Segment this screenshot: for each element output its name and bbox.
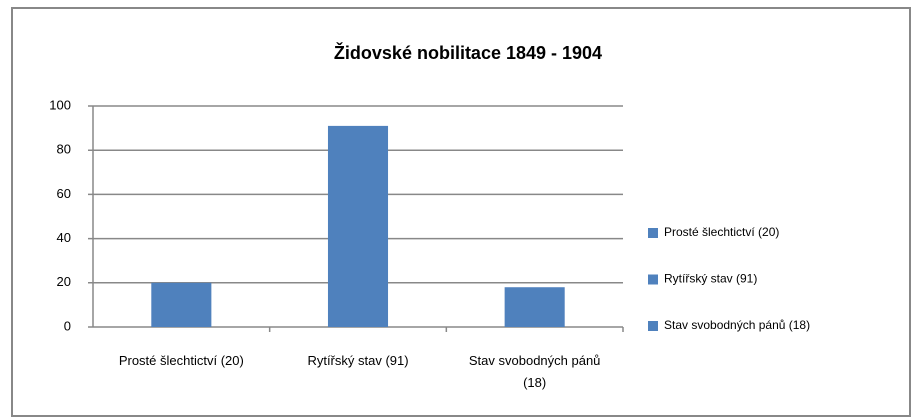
x-tick-label: Stav svobodných pánů (18) [468,353,601,390]
bar [151,282,212,327]
chart-border [11,7,911,417]
y-tick-label: 100 [49,97,71,112]
chart-title: Židovské nobilitace 1849 - 1904 [334,42,602,63]
y-tick-label: 20 [57,274,71,289]
legend-swatch [648,274,658,285]
y-tick-label: 0 [64,318,71,333]
y-tick-label: 80 [57,142,71,157]
legend-label: Prosté šlechtictví (20) [664,225,779,239]
legend-label: Stav svobodných pánů (18) [664,318,810,332]
legend-label: Rytířský stav (91) [664,272,757,286]
legend-swatch [648,321,658,331]
bar [327,125,389,327]
bar [504,287,565,327]
y-tick-label: 40 [57,230,71,245]
x-tick-label: Prosté šlechtictví (20) [118,353,244,368]
x-tick-label: Rytířský stav (91) [307,353,409,368]
legend-swatch [648,228,658,238]
y-tick-label: 60 [57,186,71,201]
